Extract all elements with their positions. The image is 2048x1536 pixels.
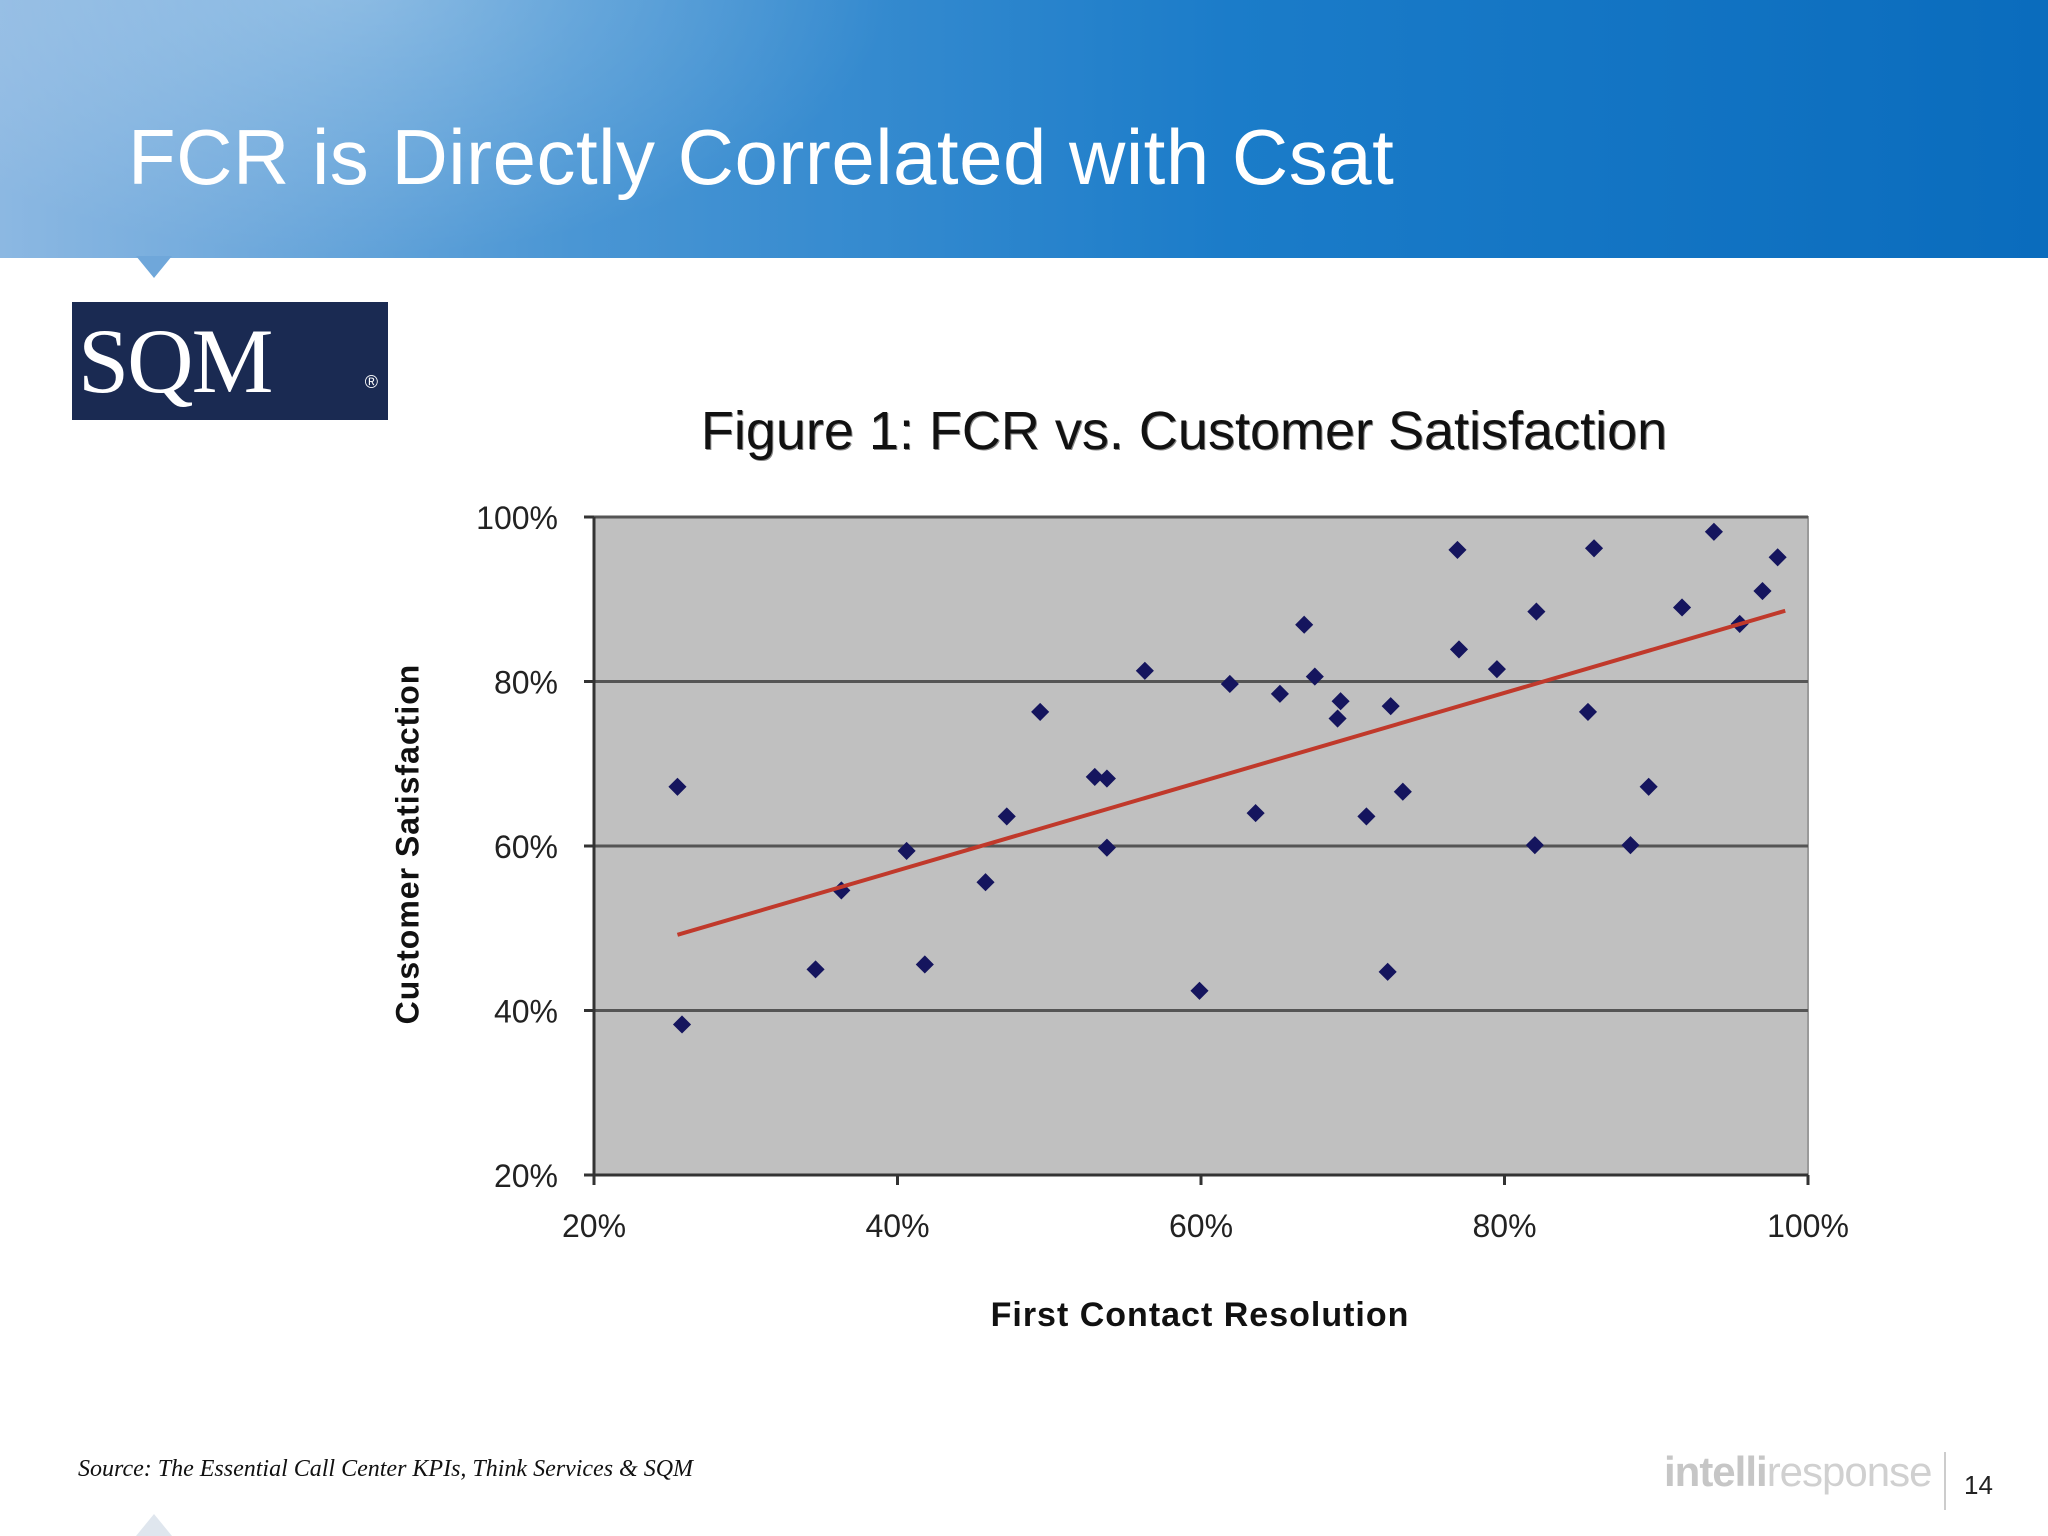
data-point (1220, 674, 1239, 694)
x-tick-label: 40% (865, 1208, 929, 1244)
y-tick-label: 100% (476, 500, 558, 536)
banner-notch (136, 256, 172, 278)
data-point (1704, 522, 1723, 541)
data-points (668, 522, 1787, 1034)
data-point (1135, 661, 1154, 680)
data-point (1097, 769, 1116, 788)
brand-response: response (1766, 1448, 1933, 1495)
slide-title: FCR is Directly Correlated with Csat (128, 113, 1395, 201)
y-axis-ticks: 20% 40% 60% 80% 100% (476, 500, 594, 1194)
title-banner (0, 0, 2048, 258)
sqm-logo-text: SQM (78, 310, 273, 412)
data-point (1246, 804, 1265, 823)
x-tick-label: 20% (562, 1208, 626, 1244)
data-point (672, 1015, 692, 1034)
data-point (997, 807, 1016, 826)
chart-title: Figure 1: FCR vs. Customer Satisfaction (700, 401, 1668, 461)
y-tick-label: 80% (494, 665, 558, 701)
intelliresponse-logo: intelliresponse (1664, 1448, 1933, 1496)
data-point (668, 777, 687, 796)
x-tick-label: 60% (1169, 1208, 1233, 1244)
y-tick-label: 40% (494, 994, 558, 1030)
y-tick-label: 20% (494, 1158, 558, 1194)
data-point (976, 873, 995, 892)
data-point (915, 955, 934, 974)
brand-intelli: intelli (1664, 1448, 1768, 1495)
x-axis-ticks: 20% 40% 60% 80% 100% (562, 1175, 1849, 1244)
x-tick-label: 80% (1472, 1208, 1536, 1244)
data-point (806, 960, 825, 979)
data-point (1621, 836, 1640, 855)
data-point (897, 841, 916, 860)
data-point (1753, 581, 1772, 601)
data-point (1357, 807, 1376, 826)
data-point (1305, 667, 1324, 686)
data-point (1381, 697, 1400, 716)
page-number: 14 (1964, 1470, 1993, 1500)
data-point (1097, 838, 1116, 857)
footer-divider (1944, 1452, 1946, 1510)
data-point (1584, 539, 1604, 558)
data-point (1639, 777, 1658, 796)
registered-mark: ® (364, 372, 378, 392)
data-point (1487, 660, 1506, 679)
data-point (1331, 692, 1350, 711)
y-tick-label: 60% (494, 829, 558, 865)
data-point (1449, 640, 1469, 659)
data-point (1672, 598, 1692, 617)
x-tick-label: 100% (1767, 1208, 1849, 1244)
gridlines (594, 515, 1808, 1012)
data-point (1378, 962, 1397, 981)
data-point (1328, 709, 1347, 728)
data-point (1393, 782, 1412, 801)
data-point (1527, 602, 1546, 621)
data-point (1085, 767, 1104, 786)
data-point (1031, 702, 1050, 721)
data-point (1578, 702, 1598, 721)
source-citation: Source: The Essential Call Center KPIs, … (78, 1456, 694, 1482)
y-axis-label: Customer Satisfaction (389, 663, 426, 1025)
data-point (1190, 981, 1209, 1000)
x-axis-label: First Contact Resolution (990, 1296, 1410, 1334)
data-point (1270, 684, 1289, 703)
data-point (1295, 615, 1314, 634)
trendline (676, 608, 1786, 937)
data-point (1768, 548, 1787, 567)
data-point (1448, 540, 1467, 559)
sqm-logo: SQM ® (72, 302, 388, 420)
footer-notch (136, 1514, 172, 1536)
data-point (1525, 836, 1544, 855)
